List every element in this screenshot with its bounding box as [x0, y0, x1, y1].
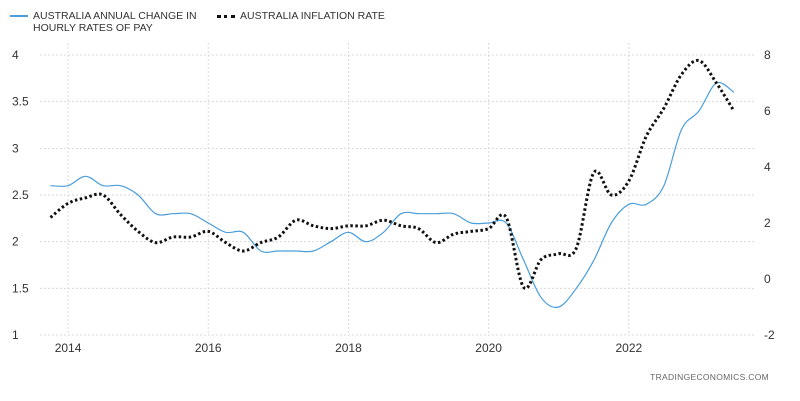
legend: AUSTRALIA ANNUAL CHANGE IN HOURLY RATES …	[10, 10, 385, 34]
y-right-tick-label: 8	[764, 48, 771, 62]
legend-swatch-solid	[10, 15, 28, 17]
x-tick-label: 2016	[195, 341, 222, 355]
y-left-tick-label: 3.5	[12, 95, 29, 109]
y-left-tick-label: 4	[12, 48, 19, 62]
y-left-tick-label: 3	[12, 141, 19, 155]
y-right-tick-label: -2	[764, 328, 775, 342]
x-axis: 2014 2016 2018 2020 2022	[55, 341, 643, 355]
y-right-tick-label: 4	[764, 160, 771, 174]
legend-label-inflation: AUSTRALIA INFLATION RATE	[240, 10, 385, 22]
y-right-tick-label: 2	[764, 216, 771, 230]
x-tick-label: 2022	[615, 341, 642, 355]
grid	[40, 43, 755, 336]
series-line-inflation[interactable]	[49, 58, 736, 290]
x-tick-label: 2014	[55, 341, 82, 355]
x-tick-label: 2020	[475, 341, 502, 355]
y-left-tick-label: 2	[12, 235, 19, 249]
y-left-tick-label: 2.5	[12, 188, 29, 202]
y-right-tick-label: 6	[764, 104, 771, 118]
legend-swatch-dotted	[217, 15, 235, 18]
y-left-tick-label: 1.5	[12, 281, 29, 295]
y-axis-left: 1 1.5 2 2.5 3 3.5 4	[12, 48, 29, 342]
y-right-tick-label: 0	[764, 272, 771, 286]
y-axis-right: -2 0 2 4 6 8	[764, 48, 775, 342]
legend-item-hourly-pay[interactable]: AUSTRALIA ANNUAL CHANGE IN HOURLY RATES …	[10, 10, 203, 34]
series	[49, 58, 736, 308]
y-left-tick-label: 1	[12, 328, 19, 342]
x-tick-label: 2018	[335, 341, 362, 355]
series-line-hourly-pay[interactable]	[50, 81, 735, 308]
legend-label-hourly-pay: AUSTRALIA ANNUAL CHANGE IN HOURLY RATES …	[33, 10, 197, 34]
source-credit: TRADINGECONOMICS.COM	[650, 372, 769, 382]
legend-item-inflation[interactable]: AUSTRALIA INFLATION RATE	[217, 10, 385, 34]
